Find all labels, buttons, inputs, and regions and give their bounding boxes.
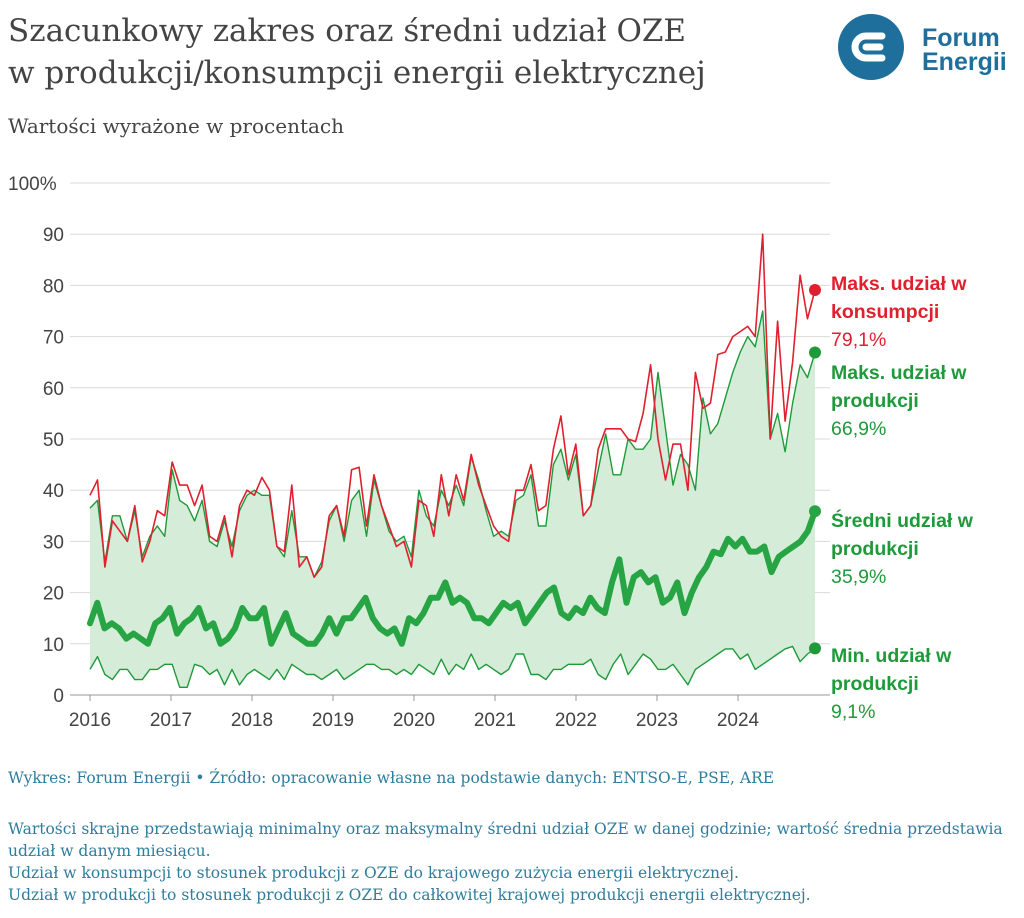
x-axis: 2016 2017 2018 2019 2020 2021 2022 2023 2024 bbox=[69, 695, 760, 731]
x-tick-label-2017: 2017 bbox=[150, 710, 192, 731]
label-avg-production-line2: produkcji bbox=[831, 538, 919, 560]
x-tick-label-2022: 2022 bbox=[555, 710, 597, 731]
logo-text-line2: Energii bbox=[922, 48, 1007, 76]
line-layer bbox=[87, 233, 821, 688]
x-tick-label-2021: 2021 bbox=[474, 710, 516, 731]
re-share-chart: 0 10 20 30 40 50 60 70 80 90 100% 2016 2017 2018 2019… bbox=[8, 174, 974, 731]
label-min-production-value: 9,1% bbox=[831, 701, 875, 723]
x-tick-label-2018: 2018 bbox=[231, 710, 273, 731]
label-max-consumption-line2: konsumpcji bbox=[831, 301, 939, 323]
label-max-production-line1: Maks. udział w bbox=[831, 362, 967, 384]
y-tick-label-90: 90 bbox=[43, 225, 64, 246]
end-marker-min-production bbox=[809, 642, 821, 655]
label-max-production-value: 66,9% bbox=[831, 418, 886, 440]
forum-energii-e-logo-icon bbox=[838, 14, 904, 80]
series-min-production-line bbox=[89, 645, 816, 688]
y-tick-label-10: 10 bbox=[43, 635, 64, 656]
label-max-consumption-value: 79,1% bbox=[831, 329, 886, 351]
note-extremes: Wartości skrajne przedstawiają minimalny… bbox=[8, 820, 1003, 860]
y-tick-label-50: 50 bbox=[43, 430, 64, 451]
x-tick-label-2016: 2016 bbox=[69, 710, 111, 731]
y-tick-label-100: 100% bbox=[8, 174, 57, 195]
end-marker-avg-production bbox=[809, 505, 821, 518]
y-tick-label-40: 40 bbox=[43, 481, 64, 502]
forum-energii-logo: Forum Energii bbox=[836, 12, 1016, 82]
end-marker-max-production bbox=[809, 346, 821, 359]
label-avg-production-line1: Średni udział w bbox=[831, 508, 974, 532]
y-tick-label-0: 0 bbox=[53, 686, 64, 707]
series-max-consumption-line bbox=[89, 233, 816, 578]
chart-title-line2: w produkcji/konsumpcji energii elektrycz… bbox=[8, 55, 706, 91]
series-avg-production-line bbox=[87, 508, 818, 647]
series-labels: Maks. udział w konsumpcji 79,1% Maks. ud… bbox=[831, 273, 974, 723]
label-min-production-line1: Min. udział w bbox=[831, 645, 952, 667]
note-consumption: Udział w konsumpcji to stosunek produkcj… bbox=[8, 864, 739, 882]
note-production: Udział w produkcji to stosunek produkcji… bbox=[8, 886, 811, 904]
label-min-production-line2: produkcji bbox=[831, 673, 919, 695]
y-tick-label-80: 80 bbox=[43, 276, 64, 297]
y-axis: 0 10 20 30 40 50 60 70 80 90 100% bbox=[8, 174, 64, 707]
chart-title: Szacunkowy zakres oraz średni udział OZE… bbox=[8, 10, 808, 94]
end-marker-max-consumption bbox=[809, 284, 821, 297]
x-tick-label-2023: 2023 bbox=[636, 710, 678, 731]
y-tick-label-30: 30 bbox=[43, 532, 64, 553]
y-tick-label-20: 20 bbox=[43, 584, 64, 605]
chart-subtitle: Wartości wyrażone w procentach bbox=[8, 114, 344, 138]
x-tick-label-2024: 2024 bbox=[717, 710, 760, 731]
logo-text: Forum Energii bbox=[922, 24, 1007, 76]
label-max-consumption-line1: Maks. udział w bbox=[831, 273, 967, 295]
chart-source: Wykres: Forum Energii • Źródło: opracowa… bbox=[8, 769, 775, 787]
x-tick-label-2020: 2020 bbox=[393, 710, 435, 731]
logo-text-line1: Forum bbox=[922, 24, 1000, 52]
label-max-production-line2: produkcji bbox=[831, 390, 919, 412]
chart-notes: Wartości skrajne przedstawiają minimalny… bbox=[8, 818, 1008, 906]
y-tick-label-60: 60 bbox=[43, 379, 64, 400]
x-tick-label-2019: 2019 bbox=[312, 710, 354, 731]
label-avg-production-value: 35,9% bbox=[831, 566, 886, 588]
y-tick-label-70: 70 bbox=[43, 328, 64, 349]
chart-title-line1: Szacunkowy zakres oraz średni udział OZE bbox=[8, 13, 687, 49]
